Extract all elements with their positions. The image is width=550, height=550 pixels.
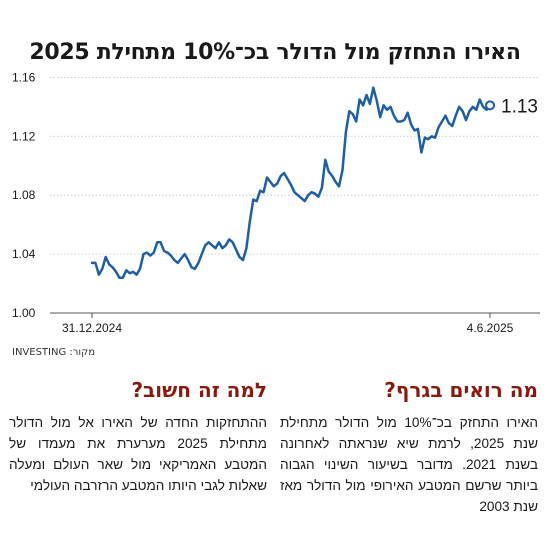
x-tick-label: 31.12.2024: [62, 321, 122, 335]
x-axis: 31.12.2024 4.6.2025: [62, 313, 514, 335]
what-we-see-section: מה רואים בגרף? האירו התחזק בכ־10% מול הד…: [280, 378, 538, 517]
what-we-see-text: האירו התחזק בכ־10% מול הדולר מתחילת שנת …: [280, 415, 538, 515]
y-tick-label: 1.16: [12, 70, 36, 84]
x-tick-label: 4.6.2025: [467, 321, 514, 335]
line-chart: 1.001.041.081.121.16 31.12.2024 4.6.2025 …: [12, 70, 540, 335]
series-line: [90, 86, 492, 279]
why-important-section: למה זה חשוב? ההתחזקות החדה של האירו אל מ…: [9, 378, 267, 496]
chart-title: האירו התחזק מול הדולר בכ־10% מתחילת 2025: [29, 40, 521, 65]
y-tick-label: 1.08: [12, 188, 36, 202]
end-point-marker: [485, 100, 495, 111]
y-axis: 1.00 1.04 1.08 1.12 1.16: [12, 70, 36, 320]
why-important-heading: למה זה חשוב?: [131, 378, 267, 402]
y-tick-label: 1.04: [12, 247, 36, 261]
what-we-see-heading: מה רואים בגרף?: [384, 378, 538, 402]
chart-grid: [50, 76, 540, 314]
end-value-label: 1.13: [501, 96, 538, 117]
y-tick-label: 1.12: [12, 129, 36, 143]
source-note: מקור: INVESTING: [12, 347, 96, 358]
why-important-text: ההתחזקות החדה של האירו אל מול הדולר מתחי…: [9, 415, 267, 494]
y-tick-label: 1.00: [12, 306, 36, 320]
